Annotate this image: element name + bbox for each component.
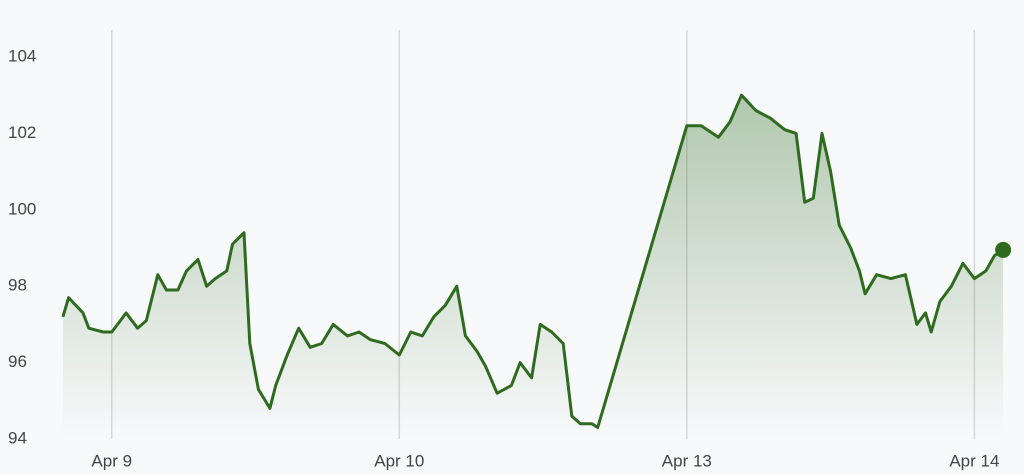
y-tick-label: 96 xyxy=(8,352,27,371)
y-tick-label: 102 xyxy=(8,123,36,142)
x-tick-label: Apr 13 xyxy=(662,451,712,470)
x-tick-label: Apr 14 xyxy=(949,451,999,470)
x-tick-label: Apr 9 xyxy=(91,451,132,470)
y-tick-label: 100 xyxy=(8,199,36,218)
y-tick-label: 104 xyxy=(8,46,36,65)
last-point xyxy=(995,241,1012,258)
area xyxy=(62,95,1004,439)
x-tick-label: Apr 10 xyxy=(374,451,424,470)
y-tick-label: 94 xyxy=(8,428,27,447)
line xyxy=(61,93,1004,429)
y-tick-label: 98 xyxy=(8,276,27,295)
